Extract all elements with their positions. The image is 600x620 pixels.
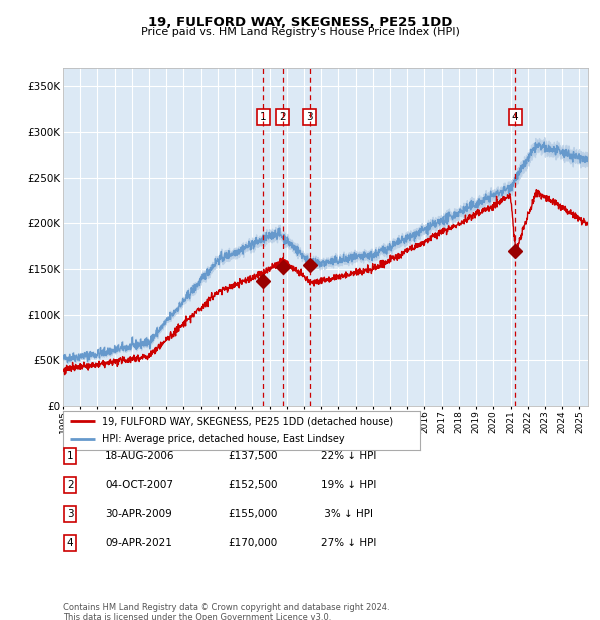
Text: 22% ↓ HPI: 22% ↓ HPI xyxy=(321,451,376,461)
Text: 2: 2 xyxy=(280,112,286,122)
Text: £152,500: £152,500 xyxy=(228,480,277,490)
Text: 4: 4 xyxy=(512,112,518,122)
Text: 3% ↓ HPI: 3% ↓ HPI xyxy=(321,509,373,519)
Text: 3: 3 xyxy=(67,509,74,519)
Text: 04-OCT-2007: 04-OCT-2007 xyxy=(105,480,173,490)
Text: Contains HM Land Registry data © Crown copyright and database right 2024.
This d: Contains HM Land Registry data © Crown c… xyxy=(63,603,389,620)
Text: 19% ↓ HPI: 19% ↓ HPI xyxy=(321,480,376,490)
Text: £137,500: £137,500 xyxy=(228,451,277,461)
Text: 1: 1 xyxy=(67,451,74,461)
Text: HPI: Average price, detached house, East Lindsey: HPI: Average price, detached house, East… xyxy=(102,434,345,444)
Text: 30-APR-2009: 30-APR-2009 xyxy=(105,509,172,519)
Text: £155,000: £155,000 xyxy=(228,509,277,519)
Text: 4: 4 xyxy=(67,538,74,548)
Text: 2: 2 xyxy=(67,480,74,490)
Text: Price paid vs. HM Land Registry's House Price Index (HPI): Price paid vs. HM Land Registry's House … xyxy=(140,27,460,37)
Text: 19, FULFORD WAY, SKEGNESS, PE25 1DD (detached house): 19, FULFORD WAY, SKEGNESS, PE25 1DD (det… xyxy=(102,417,394,427)
Text: 3: 3 xyxy=(307,112,313,122)
Text: 27% ↓ HPI: 27% ↓ HPI xyxy=(321,538,376,548)
Text: 1: 1 xyxy=(260,112,266,122)
Text: £170,000: £170,000 xyxy=(228,538,277,548)
Text: 19, FULFORD WAY, SKEGNESS, PE25 1DD: 19, FULFORD WAY, SKEGNESS, PE25 1DD xyxy=(148,16,452,29)
Text: 09-APR-2021: 09-APR-2021 xyxy=(105,538,172,548)
Text: 18-AUG-2006: 18-AUG-2006 xyxy=(105,451,175,461)
